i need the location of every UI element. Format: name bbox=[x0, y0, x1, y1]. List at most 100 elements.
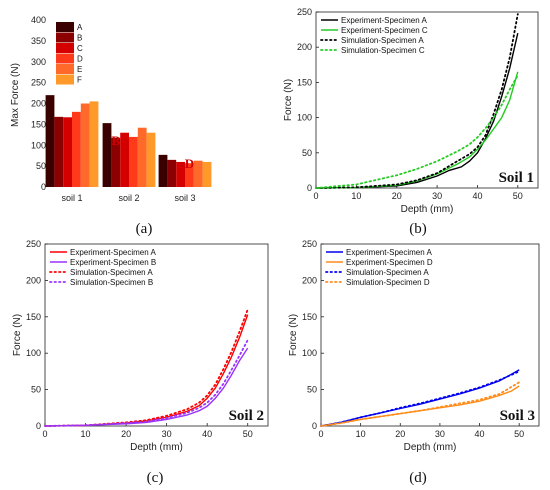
bar-E-soil-1 bbox=[80, 103, 90, 187]
y-tick-label: 200 bbox=[26, 275, 41, 285]
panel-a-category-label: soil 1 bbox=[61, 193, 82, 203]
legend-label: Simulation-Specimen A bbox=[341, 36, 424, 45]
panel-a-ytick-label: 200 bbox=[31, 99, 46, 109]
x-tick-label: 20 bbox=[392, 191, 402, 201]
bar-C-soil-3 bbox=[176, 161, 185, 187]
x-tick-label: 10 bbox=[81, 429, 91, 439]
legend-label-A: A bbox=[77, 23, 83, 32]
panel-a-ytick-label: 50 bbox=[36, 161, 46, 171]
plot-frame bbox=[315, 11, 539, 189]
y-tick-label: 50 bbox=[307, 385, 317, 395]
y-tick-label: 150 bbox=[302, 312, 317, 322]
series-line-experiment-specimen-b bbox=[44, 347, 249, 427]
bar-A-soil-3 bbox=[158, 154, 168, 187]
series-line-simulation-specimen-d bbox=[320, 381, 521, 427]
panel-a-ytick-label: 250 bbox=[31, 78, 46, 88]
bar-F-soil-3 bbox=[202, 161, 212, 187]
bar-D-soil-2 bbox=[129, 136, 138, 187]
bar-D-soil-1 bbox=[72, 111, 81, 187]
panel-a-bar-chart: Max Force (N) 0 50 100 150 200 250 300 350 400 s… bbox=[10, 15, 212, 237]
x-tick-label: 50 bbox=[513, 191, 523, 201]
panel-a-category-label: soil 2 bbox=[118, 193, 139, 203]
panel-a-caption: (a) bbox=[136, 221, 153, 237]
y-tick-label: 100 bbox=[302, 348, 317, 358]
legend-label-F: F bbox=[77, 76, 82, 85]
panel-a-ytick-label: 150 bbox=[31, 119, 46, 129]
panel-a-ytick-label: 350 bbox=[31, 36, 46, 46]
panel-d-caption: (d) bbox=[409, 470, 427, 486]
y-tick-label: 200 bbox=[302, 275, 317, 285]
y-tick-label: 0 bbox=[307, 183, 312, 193]
plot-frame bbox=[320, 243, 540, 427]
panel-c-line-chart: (c) 0 10 20 30 40 50 0 50 100 150 200 250 Depth (mm)… bbox=[12, 239, 269, 486]
y-tick-label: 200 bbox=[297, 42, 312, 52]
panel-d-line-chart: (d) 0 10 20 30 40 50 0 50 100 150 200 250 Depth (mm)… bbox=[288, 239, 540, 486]
panel-a-annotation: B bbox=[111, 133, 120, 148]
y-tick-label: 150 bbox=[297, 77, 312, 87]
bar-A-soil-2 bbox=[102, 123, 112, 187]
legend-label: Simulation-Specimen A bbox=[70, 268, 153, 277]
bar-C-soil-2 bbox=[120, 132, 129, 187]
panel-a-annotation: C bbox=[63, 115, 72, 130]
legend-label: Simulation-Specimen C bbox=[341, 46, 425, 55]
x-tick-label: 30 bbox=[432, 191, 442, 201]
x-axis-label: Depth (mm) bbox=[404, 442, 457, 453]
x-tick-label: 10 bbox=[356, 429, 366, 439]
y-axis-label: Force (N) bbox=[12, 314, 23, 356]
series-line-simulation-specimen-a bbox=[315, 13, 519, 189]
panel-a-ytick-label: 100 bbox=[31, 140, 46, 150]
series-line-simulation-specimen-a bbox=[320, 370, 521, 427]
legend-label-C: C bbox=[77, 44, 83, 53]
y-tick-label: 250 bbox=[297, 7, 312, 17]
x-tick-label: 30 bbox=[435, 429, 445, 439]
series-line-experiment-specimen-a bbox=[44, 314, 249, 427]
y-tick-label: 150 bbox=[26, 312, 41, 322]
legend-label-D: D bbox=[77, 55, 83, 64]
y-axis-label: Force (N) bbox=[288, 314, 299, 356]
x-axis-label: Depth (mm) bbox=[401, 204, 454, 215]
y-tick-label: 100 bbox=[297, 113, 312, 123]
x-tick-label: 40 bbox=[202, 429, 212, 439]
x-tick-label: 0 bbox=[318, 429, 323, 439]
legend-label-B: B bbox=[77, 34, 82, 43]
soil-label: Soil 3 bbox=[500, 408, 535, 424]
series-line-experiment-specimen-a bbox=[315, 32, 519, 189]
bar-E-soil-3 bbox=[193, 160, 203, 187]
y-tick-label: 0 bbox=[312, 421, 317, 431]
panel-a-annotation: D bbox=[185, 156, 194, 171]
legend-swatch-E bbox=[56, 64, 74, 74]
legend-label: Experiment-Specimen B bbox=[70, 258, 156, 267]
x-tick-label: 30 bbox=[162, 429, 172, 439]
legend-swatch-F bbox=[56, 74, 74, 85]
bar-A-soil-1 bbox=[45, 95, 55, 187]
bar-C-soil-1 bbox=[63, 117, 72, 187]
panel-a-ytick-label: 0 bbox=[41, 182, 46, 192]
legend-label: Simulation-Specimen B bbox=[70, 278, 153, 287]
x-tick-label: 0 bbox=[313, 191, 318, 201]
panel-a-bars bbox=[45, 95, 212, 187]
x-tick-label: 40 bbox=[472, 191, 482, 201]
panel-a-ytick-label: 300 bbox=[31, 57, 46, 67]
x-tick-label: 50 bbox=[243, 429, 253, 439]
soil-label: Soil 1 bbox=[499, 170, 534, 186]
bar-D-soil-3 bbox=[185, 163, 194, 187]
legend-label: Simulation-Specimen D bbox=[346, 278, 430, 287]
panel-c-caption: (c) bbox=[147, 470, 164, 486]
x-axis-label: Depth (mm) bbox=[130, 442, 183, 453]
x-tick-label: 40 bbox=[475, 429, 485, 439]
y-tick-label: 50 bbox=[31, 385, 41, 395]
bar-B-soil-3 bbox=[167, 159, 177, 187]
legend-swatch-C bbox=[56, 43, 74, 53]
legend-swatch-B bbox=[56, 32, 74, 43]
bar-F-soil-1 bbox=[89, 101, 99, 187]
panel-b-caption: (b) bbox=[409, 221, 427, 237]
legend-label: Experiment-Specimen C bbox=[341, 26, 428, 35]
y-tick-label: 50 bbox=[302, 148, 312, 158]
x-tick-label: 50 bbox=[514, 429, 524, 439]
series-line-simulation-specimen-a bbox=[44, 308, 249, 427]
legend-label: Experiment-Specimen A bbox=[70, 248, 156, 257]
series-line-simulation-specimen-c bbox=[315, 74, 519, 189]
legend-swatch-A bbox=[56, 22, 74, 32]
bar-B-soil-2 bbox=[111, 137, 121, 187]
